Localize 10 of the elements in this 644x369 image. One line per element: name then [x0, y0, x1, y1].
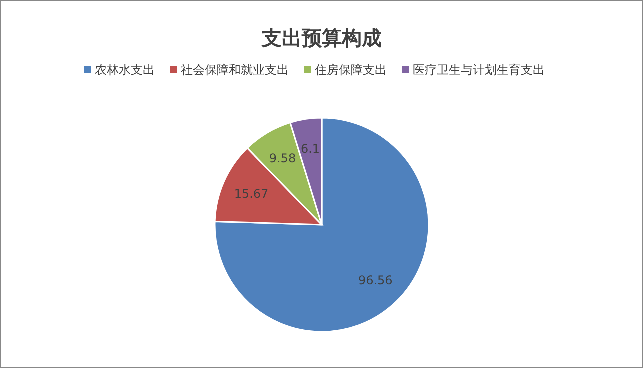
legend-label: 社会保障和就业支出: [181, 63, 289, 77]
data-label: 96.56: [358, 273, 393, 288]
legend-label: 住房保障支出: [314, 63, 387, 77]
data-label: 15.67: [234, 186, 269, 201]
data-label: 9.58: [269, 152, 296, 166]
pie-slice: [214, 117, 430, 333]
legend-label: 农林水支出: [95, 63, 155, 77]
chart-title: 支出预算构成: [261, 26, 382, 50]
legend-label: 医疗卫生与计划生育支出: [413, 63, 545, 77]
data-label: 6.1: [300, 142, 320, 156]
